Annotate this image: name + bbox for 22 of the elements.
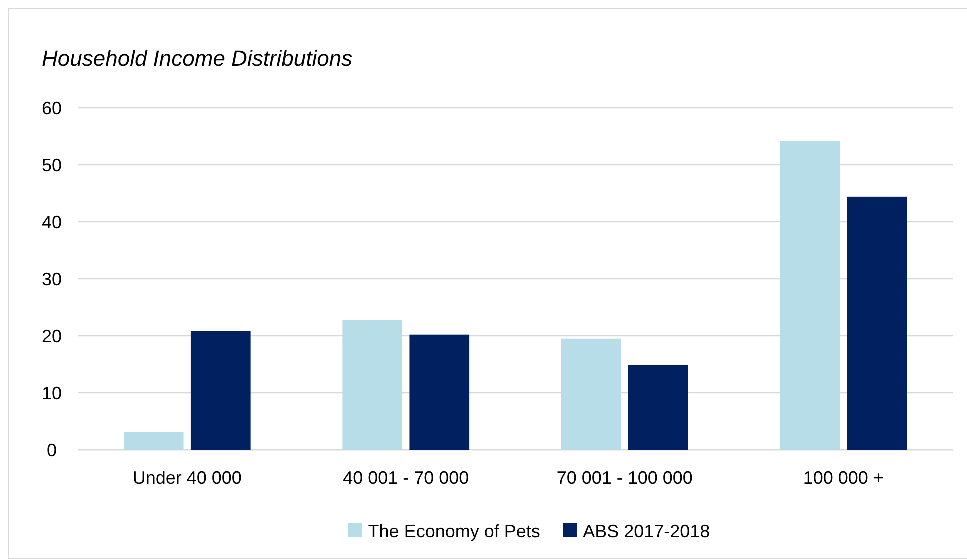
x-tick-label: 100 000 + — [803, 468, 884, 488]
bar — [847, 196, 908, 450]
bar — [342, 320, 403, 450]
y-tick-label: 30 — [42, 269, 62, 290]
x-tick-label: 70 001 - 100 000 — [556, 468, 693, 488]
y-tick-label: 50 — [42, 155, 62, 176]
bar — [561, 338, 622, 450]
bar — [124, 432, 184, 450]
y-tick-label: 0 — [46, 440, 58, 460]
x-tick-label: Under 40 000 — [132, 468, 242, 488]
y-tick-label: 40 — [42, 212, 62, 232]
x-tick-label: 40 001 - 70 000 — [343, 468, 470, 488]
y-tick-label: 10 — [42, 383, 62, 404]
y-tick-label: 20 — [42, 326, 62, 346]
bar — [780, 141, 840, 450]
chart-title: Household Income Distributions — [42, 46, 353, 71]
legend-label: The Economy of Pets — [368, 521, 540, 542]
bar — [628, 365, 688, 450]
legend-label: ABS 2017-2018 — [583, 521, 710, 542]
bar — [410, 334, 470, 450]
y-tick-label: 60 — [42, 98, 62, 118]
bar — [190, 331, 251, 450]
